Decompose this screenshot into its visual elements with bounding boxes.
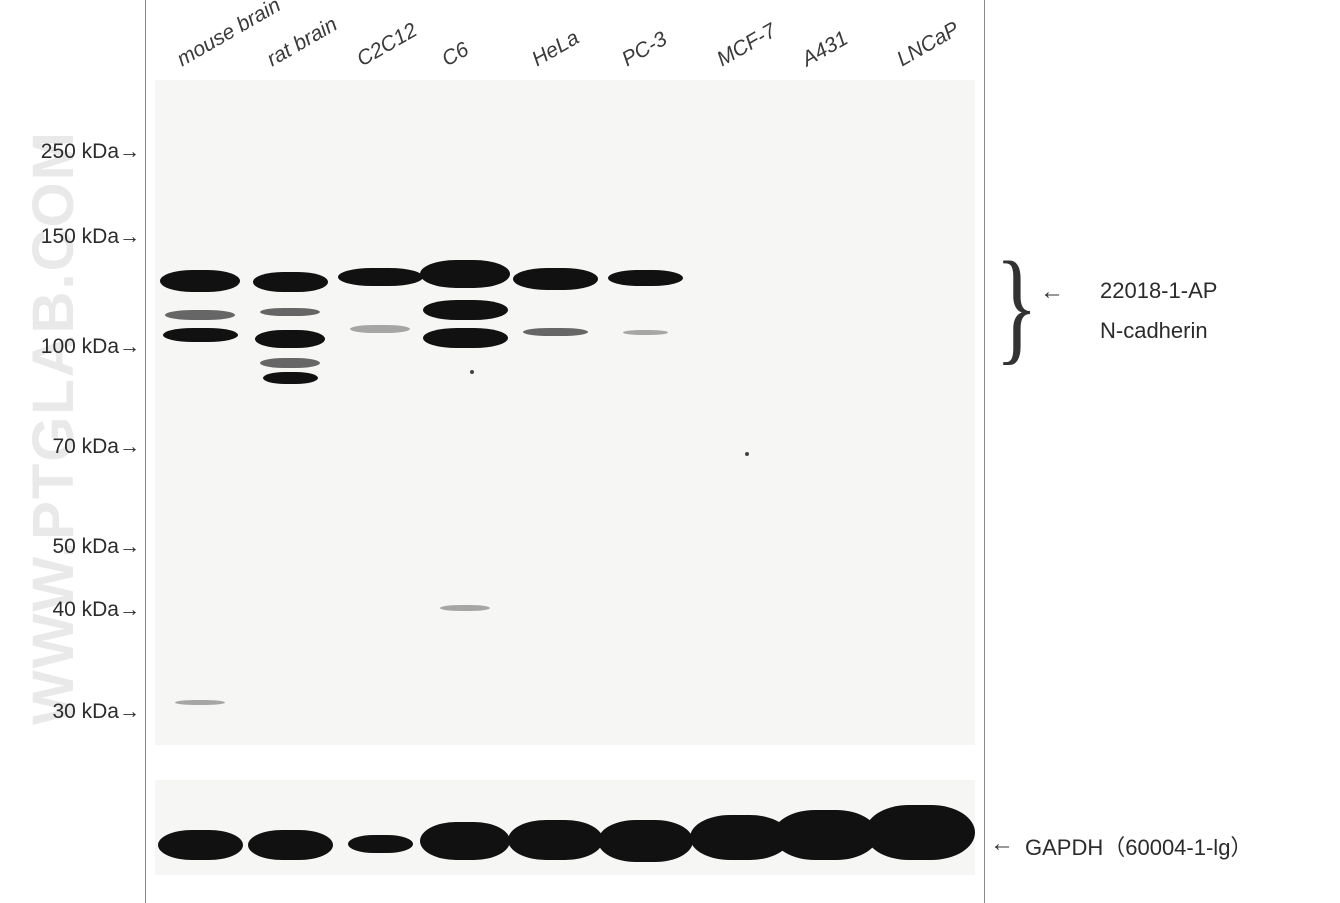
- artifact-spot: [470, 370, 474, 374]
- watermark-text: WWW.PTGLAB.COM: [20, 130, 87, 725]
- gapdh-label: GAPDH（60004-1-lg）: [1025, 830, 1252, 862]
- band: [623, 330, 668, 335]
- band: [865, 805, 975, 860]
- arrow-gapdh: ←: [990, 830, 1014, 858]
- band: [508, 820, 603, 860]
- band: [253, 272, 328, 292]
- band: [423, 328, 508, 348]
- band: [260, 358, 320, 368]
- band: [513, 268, 598, 290]
- band: [608, 270, 683, 286]
- band: [420, 822, 510, 860]
- annotation-protein: N-cadherin: [1100, 318, 1208, 344]
- band: [523, 328, 588, 336]
- band: [260, 308, 320, 316]
- figure-container: WWW.PTGLAB.COM mouse brainrat brainC2C12…: [0, 0, 1340, 903]
- band: [420, 260, 510, 288]
- main-blot-area: [155, 80, 975, 745]
- band: [255, 330, 325, 348]
- band: [160, 270, 240, 292]
- band: [263, 372, 318, 384]
- band: [773, 810, 878, 860]
- band: [440, 605, 490, 611]
- annotation-catalog: 22018-1-AP: [1100, 278, 1217, 304]
- brace: }: [995, 234, 1038, 378]
- band: [248, 830, 333, 860]
- band: [175, 700, 225, 705]
- band: [350, 325, 410, 333]
- mw-marker-label: 50 kDa→: [52, 535, 140, 559]
- mw-marker-label: 30 kDa→: [52, 700, 140, 724]
- band: [163, 328, 238, 342]
- mw-marker-label: 150 kDa→: [41, 225, 140, 249]
- arrow-main: ←: [1040, 278, 1064, 306]
- mw-marker-label: 250 kDa→: [41, 140, 140, 164]
- band: [158, 830, 243, 860]
- mw-marker-label: 40 kDa→: [52, 598, 140, 622]
- band: [598, 820, 693, 862]
- band: [423, 300, 508, 320]
- band: [348, 835, 413, 853]
- band: [165, 310, 235, 320]
- artifact-spot: [745, 452, 749, 456]
- band: [338, 268, 423, 286]
- mw-marker-label: 100 kDa→: [41, 335, 140, 359]
- mw-marker-label: 70 kDa→: [52, 435, 140, 459]
